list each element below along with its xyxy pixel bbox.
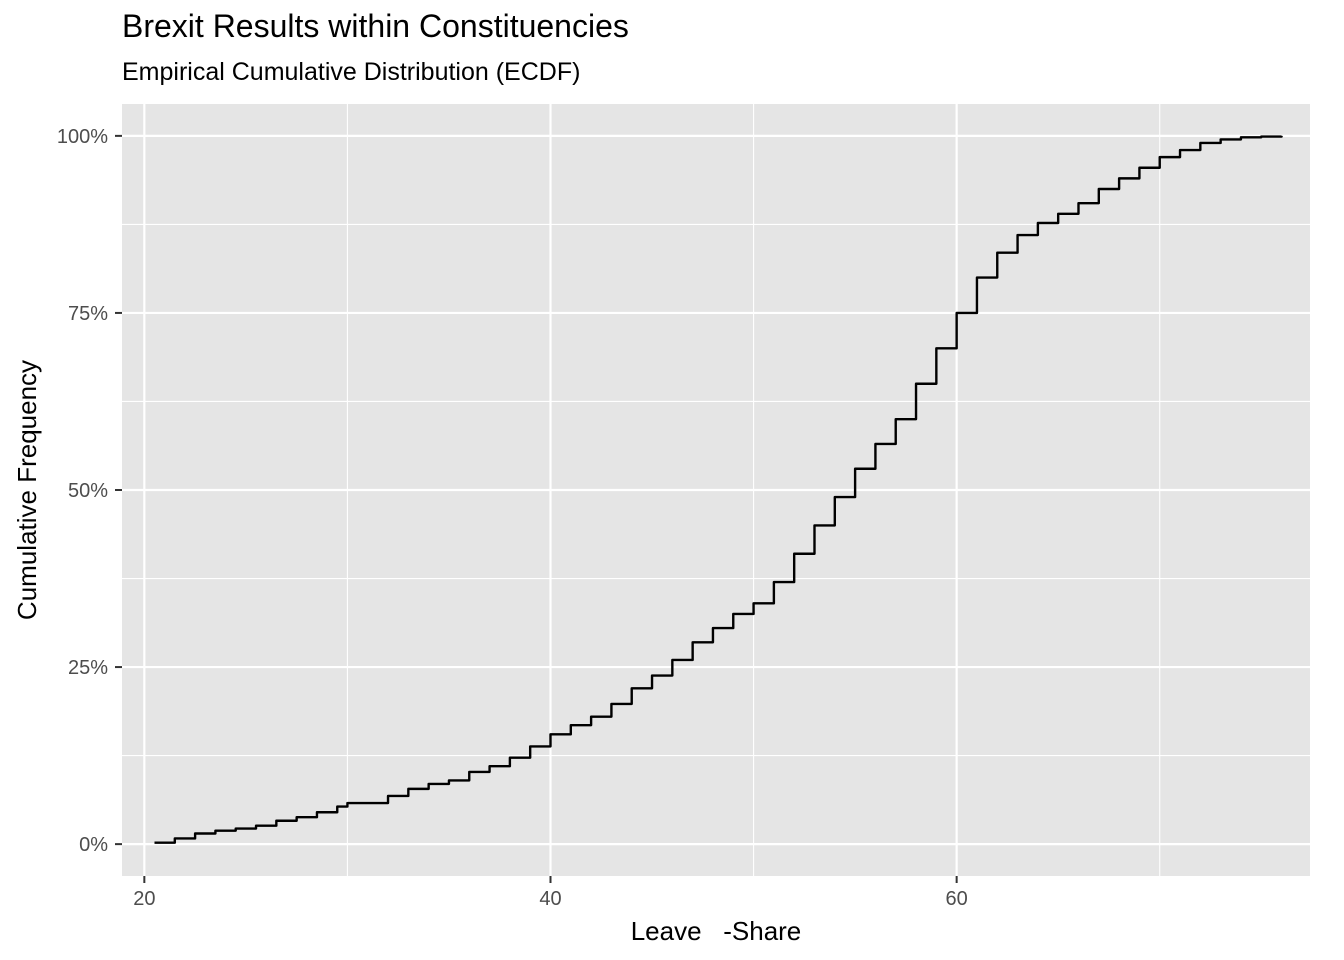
y-axis-title: Cumulative Frequency — [12, 360, 42, 620]
chart-title: Brexit Results within Constituencies — [122, 8, 629, 44]
series-layer — [154, 135, 1283, 844]
major-gridlines — [122, 104, 1310, 876]
y-axis-ticks: 0% 25% 50% 75% 100% — [57, 126, 122, 856]
x-tick-label: 40 — [539, 888, 561, 910]
y-tick-label: 100% — [57, 126, 108, 148]
chart-subtitle: Empirical Cumulative Distribution (ECDF) — [122, 58, 581, 86]
x-tick-label: 60 — [946, 888, 968, 910]
ecdf-line — [154, 135, 1283, 844]
x-tick-label: 20 — [133, 888, 155, 910]
x-axis-title: Leave -Share — [631, 916, 802, 946]
y-tick-label: 50% — [68, 480, 108, 502]
y-tick-label: 75% — [68, 303, 108, 325]
y-tick-label: 0% — [79, 834, 108, 856]
x-axis-ticks: 20 40 60 — [133, 876, 968, 910]
minor-gridlines — [122, 104, 1310, 876]
y-tick-label: 25% — [68, 657, 108, 679]
